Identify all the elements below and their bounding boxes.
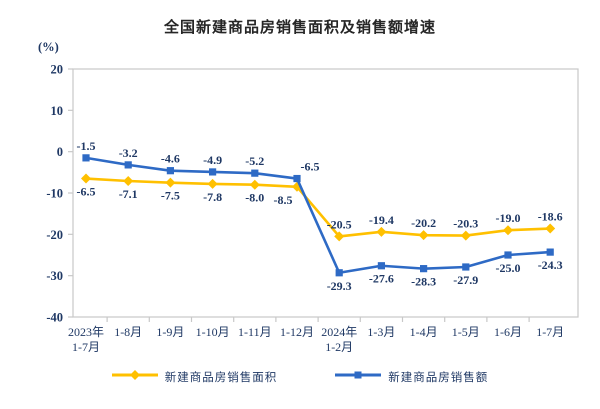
chart-title: 全国新建商品房销售面积及销售额增速: [163, 19, 436, 36]
svg-text:-25.0: -25.0: [496, 261, 521, 275]
svg-text:-29.3: -29.3: [327, 279, 352, 293]
svg-text:1-3月: 1-3月: [367, 325, 395, 339]
svg-text:-20: -20: [46, 228, 63, 242]
svg-text:1-8月: 1-8月: [114, 325, 142, 339]
svg-text:-6.5: -6.5: [77, 185, 96, 199]
chart-legend: 新建商品房销售面积 新建商品房销售额: [0, 368, 600, 386]
svg-text:-5.2: -5.2: [245, 154, 264, 168]
svg-text:-8.0: -8.0: [245, 191, 264, 205]
svg-text:1-6月: 1-6月: [494, 325, 522, 339]
svg-text:-1.5: -1.5: [77, 139, 96, 153]
svg-text:-24.3: -24.3: [538, 258, 563, 272]
svg-text:1-7月: 1-7月: [536, 325, 564, 339]
svg-text:-7.8: -7.8: [203, 190, 222, 204]
svg-text:-20.3: -20.3: [453, 217, 478, 231]
legend-label-sales-area: 新建商品房销售面积: [164, 372, 278, 384]
svg-text:-20.5: -20.5: [327, 217, 352, 231]
svg-text:-4.9: -4.9: [203, 153, 222, 167]
sales-area-series-swatch-icon: [111, 368, 158, 386]
legend-item-sales-amount: 新建商品房销售额: [335, 368, 488, 386]
svg-text:20: 20: [51, 63, 64, 77]
svg-text:-19.0: -19.0: [496, 211, 521, 225]
svg-text:-19.4: -19.4: [369, 213, 394, 227]
svg-text:1-10月: 1-10月: [196, 325, 230, 339]
svg-text:-30: -30: [46, 269, 63, 283]
svg-text:-20.2: -20.2: [411, 216, 436, 230]
svg-text:-10: -10: [46, 187, 63, 201]
svg-text:0: 0: [57, 145, 63, 159]
svg-text:1-11月: 1-11月: [238, 325, 272, 339]
svg-text:-18.6: -18.6: [538, 210, 563, 224]
svg-text:-7.1: -7.1: [119, 187, 138, 201]
svg-text:-27.9: -27.9: [453, 273, 478, 287]
svg-text:1-5月: 1-5月: [452, 325, 480, 339]
svg-text:1-4月: 1-4月: [410, 325, 438, 339]
svg-text:-8.5: -8.5: [274, 193, 293, 207]
svg-text:-27.6: -27.6: [369, 272, 394, 286]
sales-amount-series-swatch-icon: [335, 368, 382, 386]
legend-label-sales-amount: 新建商品房销售额: [388, 372, 489, 384]
svg-text:1-12月: 1-12月: [280, 325, 314, 339]
svg-text:10: 10: [51, 104, 64, 118]
svg-text:-6.5: -6.5: [301, 160, 320, 174]
svg-text:-28.3: -28.3: [411, 275, 436, 289]
svg-text:-3.2: -3.2: [119, 146, 138, 160]
legend-item-sales-area: 新建商品房销售面积: [111, 368, 278, 386]
svg-text:-40: -40: [46, 311, 63, 325]
svg-text:-7.5: -7.5: [161, 189, 180, 203]
svg-text:1-9月: 1-9月: [156, 325, 184, 339]
svg-text:-4.6: -4.6: [161, 152, 180, 166]
y-axis-unit-label: (%): [38, 40, 59, 54]
